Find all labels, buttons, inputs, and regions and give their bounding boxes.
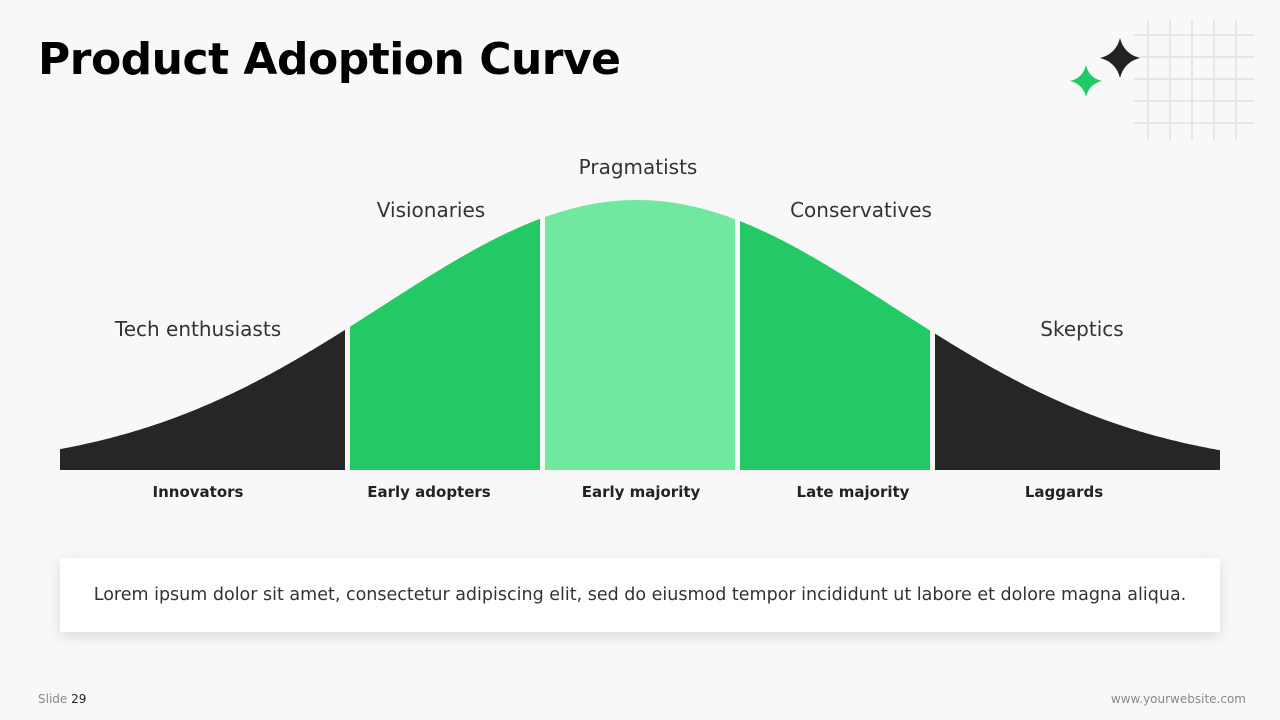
persona-label: Skeptics (1040, 317, 1123, 341)
curve-segment (740, 221, 930, 470)
adoption-curve (60, 200, 1220, 470)
persona-label: Tech enthusiasts (114, 317, 281, 341)
labels: Tech enthusiasts Innovators Visionaries Ear… (114, 155, 1124, 501)
curve-segment (935, 333, 1220, 470)
decor-star-green (1070, 65, 1102, 97)
curve-segment (350, 218, 540, 470)
group-label: Laggards (1025, 483, 1103, 501)
persona-label: Visionaries (377, 198, 485, 222)
website: www.yourwebsite.com (1110, 692, 1246, 706)
curve-segment (60, 329, 345, 470)
caption: Lorem ipsum dolor sit amet, consectetur … (93, 585, 1187, 605)
group-label: Early adopters (367, 483, 491, 501)
persona-label: Conservatives (790, 198, 932, 222)
caption-box: Lorem ipsum dolor sit amet, consectetur … (60, 558, 1220, 632)
group-label: Early majority (582, 483, 701, 501)
group-label: Late majority (797, 483, 910, 501)
decor-grid (1134, 20, 1254, 140)
slide-title: Product Adoption Curve (38, 34, 621, 85)
slide-num: 29 (71, 692, 87, 706)
decor-star-dark (1100, 38, 1140, 78)
slide-word: Slide (38, 692, 68, 706)
persona-label: Pragmatists (579, 155, 698, 179)
group-label: Innovators (153, 483, 244, 501)
curve-segment (545, 200, 735, 470)
slide-number: Slide 29 (38, 692, 86, 706)
